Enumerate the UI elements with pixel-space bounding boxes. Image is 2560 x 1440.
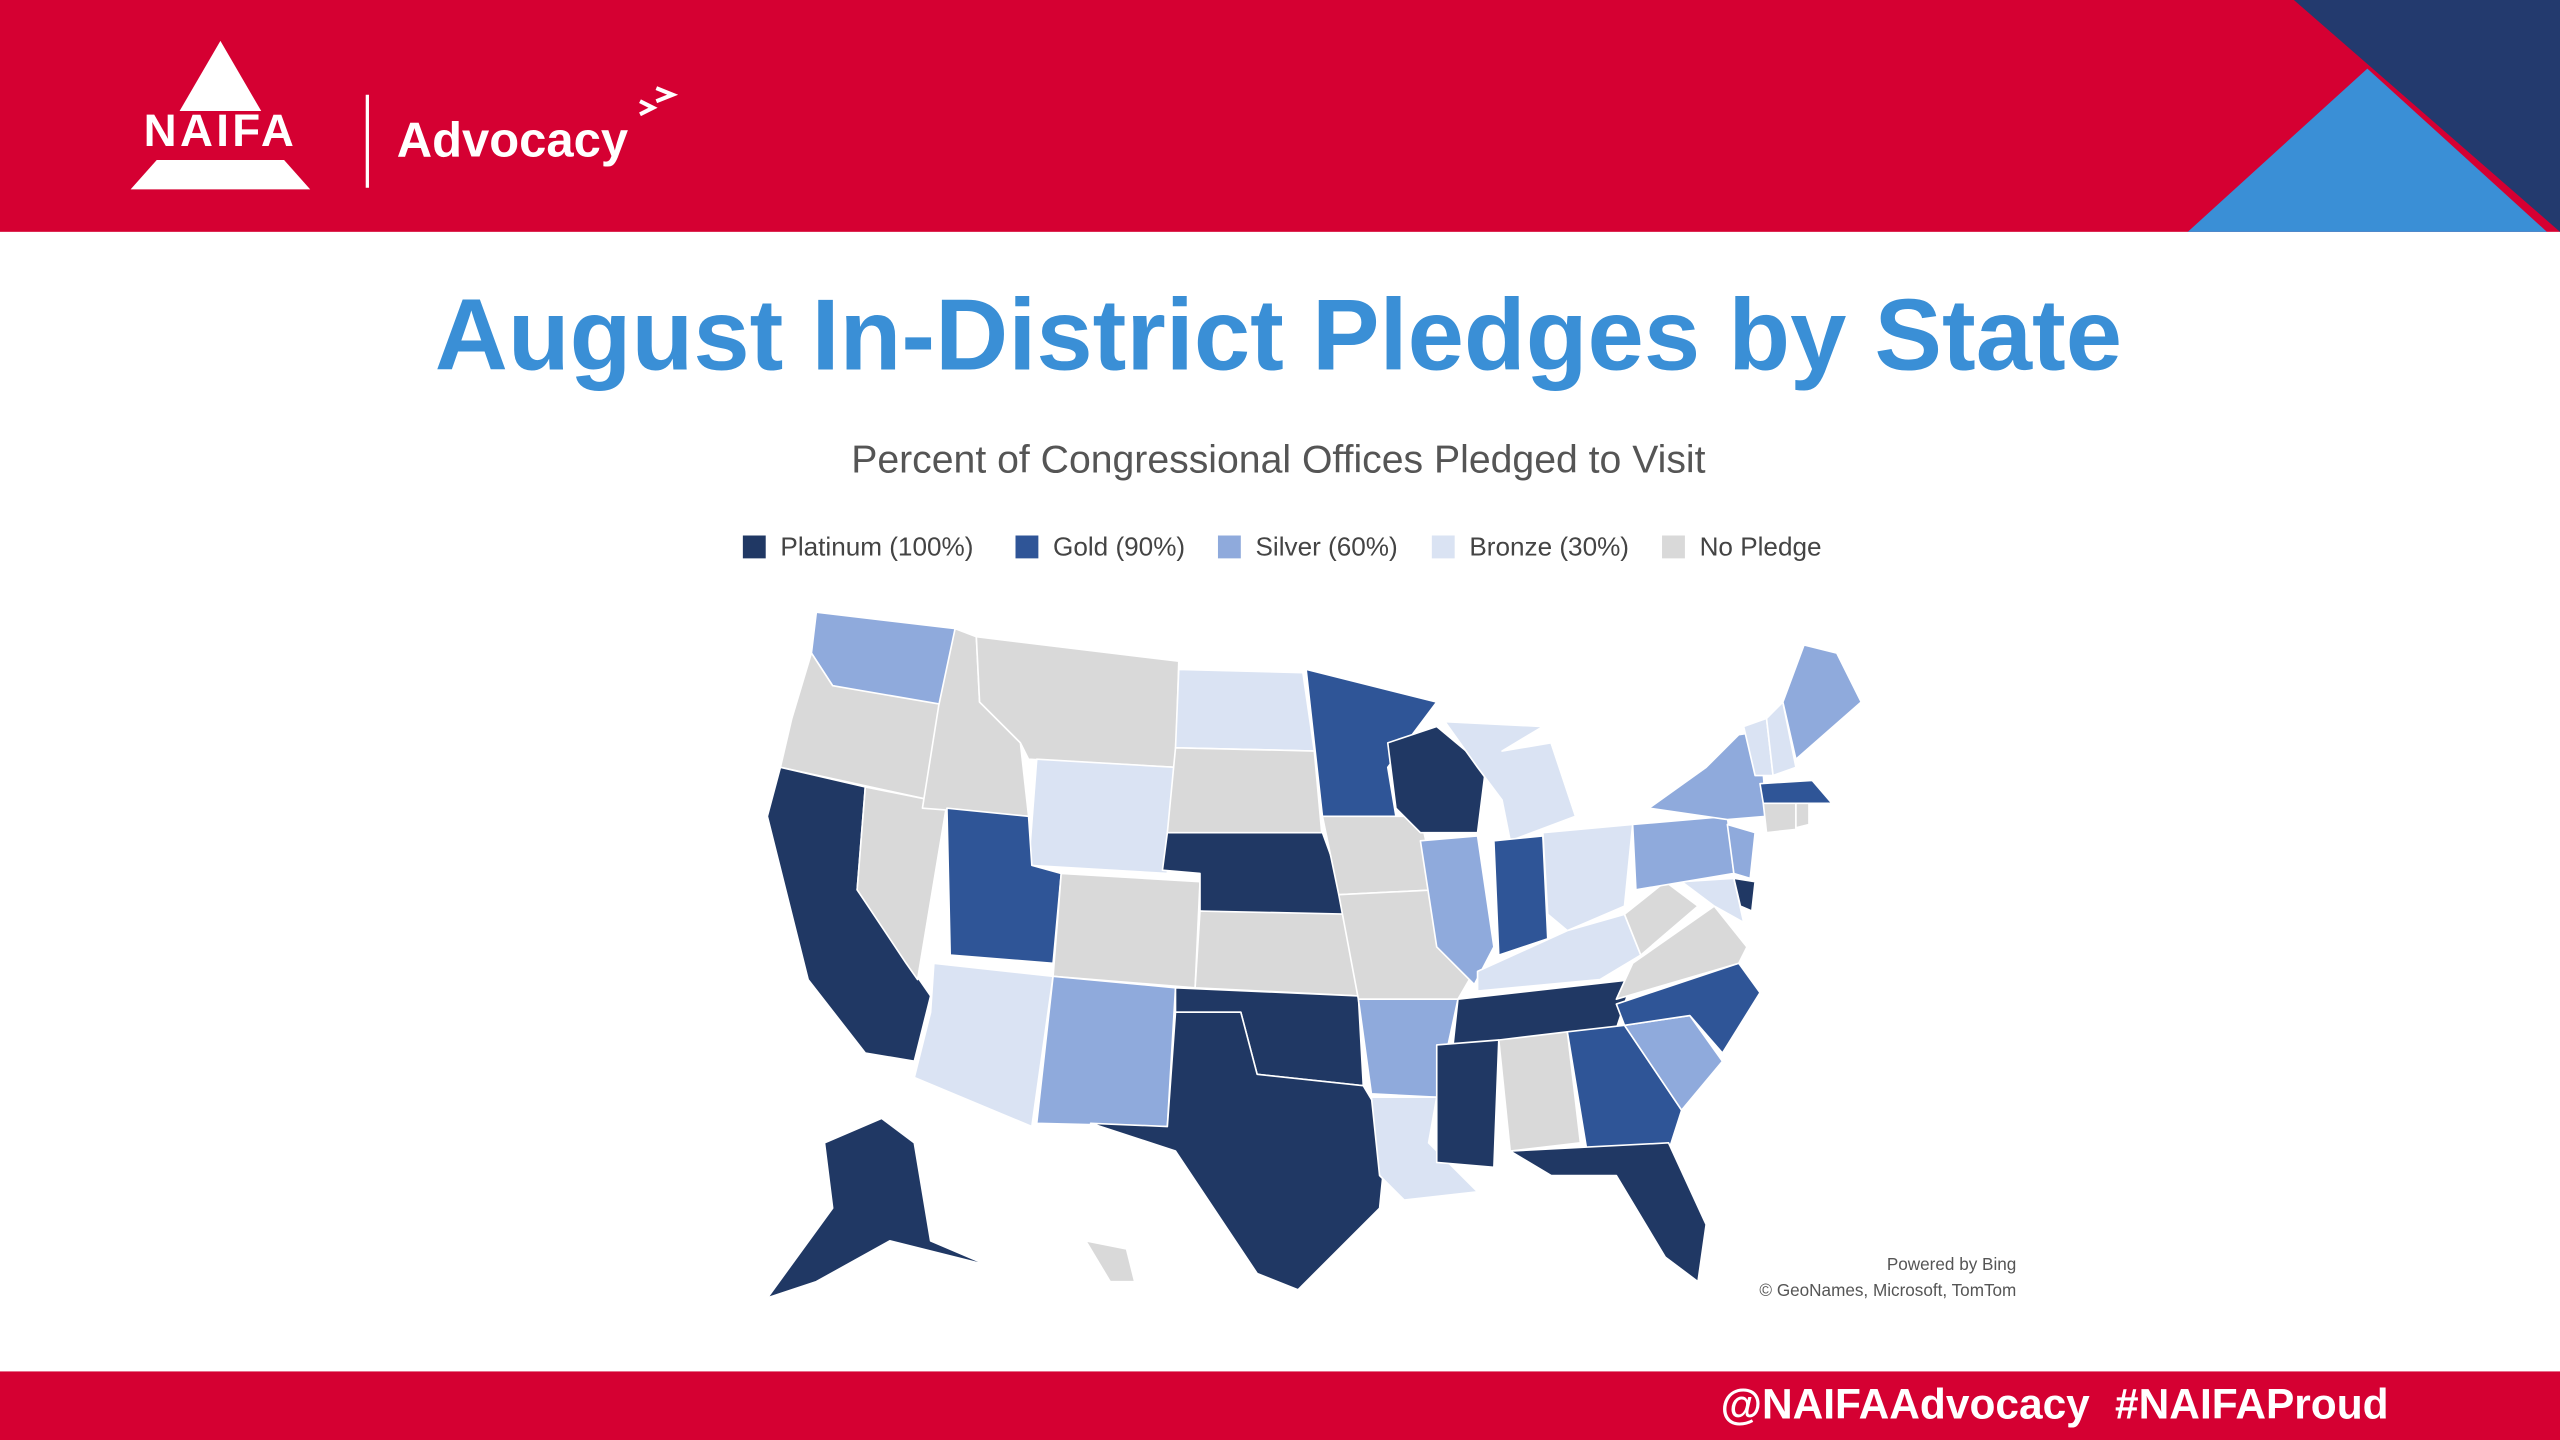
- legend-label: Silver (60%): [1256, 531, 1398, 561]
- state: [1509, 1142, 1707, 1283]
- logo-arrows: [639, 86, 679, 117]
- state: [1386, 725, 1487, 834]
- state: [1795, 802, 1810, 829]
- footer-band: [0, 1371, 2560, 1440]
- logo-mark: [179, 40, 262, 112]
- legend-swatch: [1217, 535, 1241, 559]
- legend-swatch: [1015, 535, 1039, 559]
- state: [1035, 975, 1177, 1128]
- state: [1435, 1039, 1500, 1169]
- subtitle: Percent of Congressional Offices Pledged…: [851, 438, 1705, 481]
- legend-swatch: [742, 535, 766, 559]
- state: [913, 962, 1054, 1128]
- state: [1733, 877, 1756, 912]
- state: [1084, 1240, 1136, 1283]
- state: [1542, 823, 1634, 932]
- state: [1782, 644, 1863, 761]
- legend-swatch: [1431, 535, 1455, 559]
- state: [1680, 877, 1745, 924]
- state: [1726, 823, 1756, 880]
- state: [1444, 720, 1577, 842]
- state: [975, 635, 1180, 769]
- legend-swatch: [1662, 535, 1685, 559]
- legend: Platinum (100%) Gold (90%) Silver (60%) Bro…: [742, 531, 1822, 561]
- state: [1194, 910, 1360, 997]
- attribution: © GeoNames, Microsoft, TomTom: [1759, 1280, 2016, 1300]
- state: [1174, 668, 1316, 752]
- header-band: [0, 0, 2560, 232]
- title: August In-District Pledges by State: [435, 279, 2122, 392]
- state: [1759, 779, 1833, 805]
- state: [1305, 668, 1438, 818]
- footer-hashtag: #NAIFAProud: [2115, 1381, 2389, 1428]
- attribution: Powered by Bing: [1887, 1254, 2016, 1274]
- state: [1566, 1024, 1683, 1152]
- state: [1762, 802, 1797, 834]
- section-name: Advocacy: [397, 114, 628, 168]
- legend-label: Gold (90%): [1053, 531, 1185, 561]
- state: [1089, 1011, 1389, 1291]
- state: [1497, 1031, 1582, 1152]
- state: [1052, 872, 1201, 989]
- state: [1166, 746, 1324, 842]
- legend-label: No Pledge: [1700, 531, 1822, 561]
- state: [1623, 880, 1699, 956]
- legend-label: Platinum (100%): [780, 531, 973, 561]
- map: [766, 611, 1863, 1299]
- logo-mark: [130, 160, 311, 190]
- corner-shape: [2187, 68, 2547, 232]
- state: [1027, 758, 1177, 875]
- legend-label: Bronze (30%): [1469, 531, 1629, 561]
- state: [1615, 905, 1748, 1001]
- state: [766, 1117, 989, 1299]
- state: [1419, 835, 1495, 986]
- logo-text: NAIFA: [144, 105, 297, 156]
- state: [1493, 835, 1549, 956]
- footer-handle: @NAIFAAdvocacy: [1721, 1381, 2091, 1428]
- state: [1765, 701, 1797, 777]
